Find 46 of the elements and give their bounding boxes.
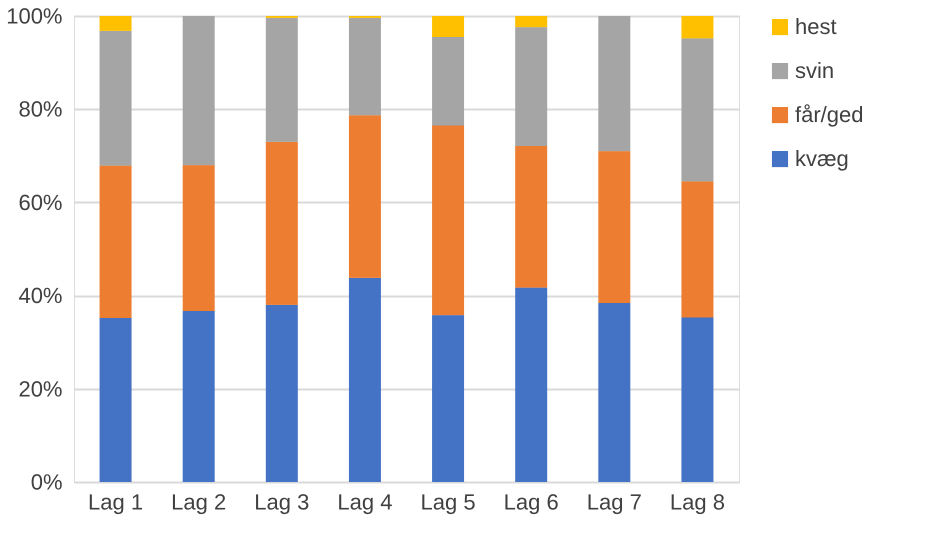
bar xyxy=(515,146,548,288)
bar xyxy=(266,304,298,482)
y-tick-label: 0% xyxy=(30,470,62,494)
bar xyxy=(182,16,215,166)
bar xyxy=(515,16,548,28)
bar xyxy=(432,16,464,37)
x-tick-label: Lag 5 xyxy=(420,490,476,514)
bar xyxy=(100,318,132,482)
bar xyxy=(432,36,464,126)
x-tick-label: Lag 2 xyxy=(171,490,226,514)
y-tick-label: 100% xyxy=(6,4,62,28)
legend-label: får/ged xyxy=(795,102,864,127)
bar xyxy=(681,318,714,482)
bar xyxy=(681,16,714,38)
x-tick-label: Lag 1 xyxy=(88,490,144,514)
legend-label: svin xyxy=(795,58,834,83)
bar xyxy=(266,18,298,142)
bar xyxy=(598,303,630,482)
x-tick-label: Lag 3 xyxy=(254,490,310,514)
bar xyxy=(598,151,630,304)
x-tick-label: Lag 7 xyxy=(586,490,642,514)
bar xyxy=(348,115,381,278)
bar xyxy=(598,16,630,152)
x-tick-label: Lag 4 xyxy=(337,490,392,514)
bar xyxy=(182,165,215,311)
bar xyxy=(348,278,381,482)
bar xyxy=(182,310,215,482)
y-tick-label: 80% xyxy=(18,96,62,122)
x-tick-label: Lag 8 xyxy=(670,490,725,514)
bar xyxy=(100,30,132,166)
bar xyxy=(100,16,132,31)
x-tick-label: Lag 6 xyxy=(504,490,559,514)
bar xyxy=(515,288,548,482)
bar xyxy=(266,142,298,305)
legend-label: hest xyxy=(795,14,837,39)
bar xyxy=(100,166,132,318)
bar xyxy=(348,18,381,116)
bar xyxy=(681,181,714,318)
bar xyxy=(681,38,714,182)
bar xyxy=(432,126,464,316)
bar xyxy=(432,315,464,482)
y-tick-label: 40% xyxy=(18,283,62,308)
legend-label: kvæg xyxy=(795,146,849,171)
y-tick-label: 60% xyxy=(18,190,62,215)
y-tick-label: 20% xyxy=(18,376,62,402)
bar xyxy=(515,27,548,146)
